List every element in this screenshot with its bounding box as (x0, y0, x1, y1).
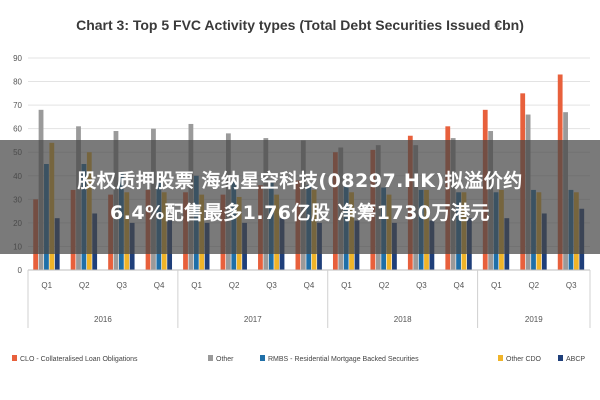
x-tick-label: Q3 (266, 281, 277, 290)
headline-line-1: 股权质押股票 海纳星空科技(08297.HK)拟溢价约 (77, 170, 523, 192)
y-tick-label: 0 (18, 266, 23, 275)
x-tick-label: Q3 (116, 281, 127, 290)
y-tick-label: 90 (13, 54, 22, 63)
x-tick-label: Q3 (416, 281, 427, 290)
legend-swatch (558, 355, 563, 361)
headline-line-2: 6.4%配售最多1.76亿股 净筹1730万港元 (109, 202, 491, 224)
legend-label: Other (216, 356, 234, 363)
legend-swatch (12, 355, 17, 361)
x-tick-label: Q3 (566, 281, 577, 290)
x-tick-label: Q4 (454, 281, 465, 290)
legend-label: CLO - Collateralised Loan Obligations (20, 356, 138, 363)
legend-swatch (208, 355, 213, 361)
x-tick-label: Q1 (491, 281, 502, 290)
x-tick-label: Q1 (191, 281, 202, 290)
year-label: 2017 (244, 315, 262, 324)
y-tick-label: 60 (13, 125, 22, 134)
legend: CLO - Collateralised Loan Obligations Oth… (12, 355, 585, 363)
year-label: 2018 (394, 315, 412, 324)
chart-title: Chart 3: Top 5 FVC Activity types (Total… (76, 17, 524, 33)
x-tick-label: Q1 (341, 281, 352, 290)
year-label: 2019 (525, 315, 543, 324)
legend-swatch (260, 355, 265, 361)
x-tick-label: Q2 (379, 281, 390, 290)
y-tick-label: 70 (13, 101, 22, 110)
x-tick-label: Q2 (229, 281, 240, 290)
x-tick-label: Q2 (528, 281, 539, 290)
year-label: 2016 (94, 315, 112, 324)
legend-label: ABCP (566, 356, 585, 363)
x-tick-label: Q4 (304, 281, 315, 290)
x-tick-label: Q4 (154, 281, 165, 290)
legend-swatch (498, 355, 503, 361)
x-axis: Q1 Q2 Q3 Q4 Q1 Q2 Q3 Q4 Q1 Q2 Q3 Q4 Q1 Q2 Q3 2016 2017 20… (27, 269, 591, 328)
x-tick-label: Q1 (41, 281, 52, 290)
legend-label: Other CDO (506, 356, 542, 363)
legend-label: RMBS - Residential Mortgage Backed Secur… (268, 356, 419, 363)
y-tick-label: 80 (13, 78, 22, 87)
x-tick-label: Q2 (79, 281, 90, 290)
news-headline-overlay[interactable]: 股权质押股票 海纳星空科技(08297.HK)拟溢价约 6.4%配售最多1.76… (0, 140, 600, 254)
